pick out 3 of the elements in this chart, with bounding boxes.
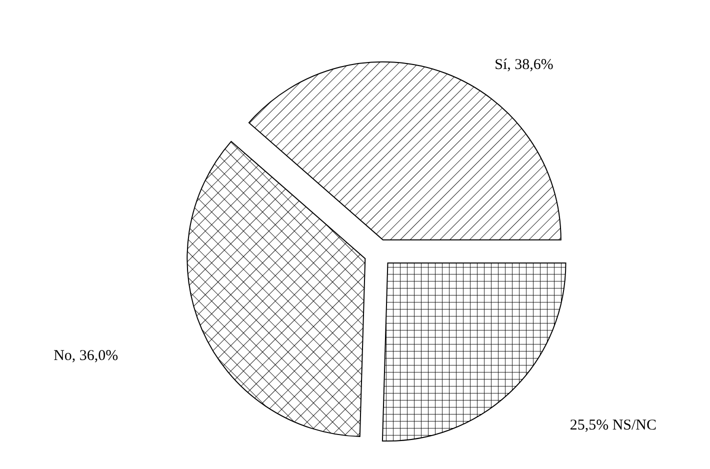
slice-label: 25,5% NS/NC xyxy=(570,417,657,434)
slice-label: No, 36,0% xyxy=(54,348,118,364)
slice-label: Sí, 38,6% xyxy=(494,56,554,73)
